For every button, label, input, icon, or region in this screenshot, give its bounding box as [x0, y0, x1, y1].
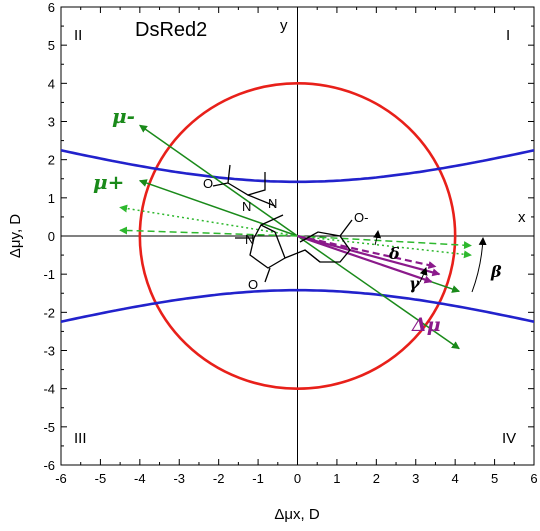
- x-tick-label: 1: [333, 471, 340, 486]
- y-tick-label: -6: [43, 458, 55, 473]
- vector-2: [138, 179, 298, 237]
- vector-3: [297, 235, 460, 350]
- y-tick-label: -4: [43, 382, 55, 397]
- x-tick-label: -1: [252, 471, 264, 486]
- x-tick-label: -6: [55, 471, 67, 486]
- chromophore-structure: [212, 164, 353, 283]
- atom-n3: N: [245, 232, 254, 247]
- x-tick-label: 2: [373, 471, 380, 486]
- x-tick-label: 6: [530, 471, 537, 486]
- vector-6: [119, 226, 298, 237]
- vector-10: [297, 234, 433, 284]
- vector-5: [119, 204, 298, 237]
- angle-arc-beta: [471, 237, 487, 293]
- quadrant-iii: III: [74, 430, 87, 447]
- vector-group: [119, 124, 472, 350]
- hyperbola-lower: [61, 288, 534, 324]
- x-tick-label: -2: [213, 471, 225, 486]
- x-tick-label: -4: [134, 471, 146, 486]
- molecule-atom-labels: O N N N O O-: [203, 176, 368, 292]
- x-tick-label: 3: [412, 471, 419, 486]
- quadrant-iv: IV: [502, 430, 516, 447]
- label-mu-plus: μ+: [93, 170, 124, 194]
- label-mu-minus: μ-: [112, 104, 135, 128]
- red-circle: [138, 82, 457, 390]
- quadrant-ii: II: [74, 27, 82, 44]
- atom-n2: N: [268, 196, 277, 211]
- hyperbola-upper: [61, 148, 534, 184]
- y-tick-label: -3: [43, 344, 55, 359]
- axis-ticks: [60, 6, 535, 466]
- y-tick-label: 1: [48, 191, 55, 206]
- atom-n1: N: [242, 199, 251, 214]
- angle-arc-gamma: [419, 267, 428, 283]
- vector-8: [297, 235, 472, 250]
- label-beta: β: [490, 262, 502, 281]
- y-tick-label: 5: [48, 38, 55, 53]
- label-delta: δ: [388, 244, 400, 263]
- axis-letter-y: y: [280, 17, 288, 34]
- y-tick-label: 3: [48, 115, 55, 130]
- vector-1: [139, 124, 298, 237]
- atom-o3: O: [248, 277, 258, 292]
- y-axis-title: Δμy, D: [7, 214, 24, 258]
- angle-arc-delta: [373, 230, 382, 246]
- x-axis-title: Δμx, D: [274, 506, 319, 523]
- x-tick-label: -3: [173, 471, 185, 486]
- tick-labels: -6-6 -5 -5 -4 -4 -3 -3 -2 -2 -1 -1 0 0 1 1 2 2 3 3 4 4 5 5 6 6: [43, 0, 537, 486]
- label-delta-mu: Δμ: [411, 314, 441, 336]
- y-tick-label: 6: [48, 0, 55, 15]
- label-gamma: γ: [409, 274, 421, 293]
- x-tick-label: 4: [452, 471, 459, 486]
- y-tick-label: -1: [43, 267, 55, 282]
- y-tick-label: 4: [48, 76, 55, 91]
- y-tick-label: 2: [48, 153, 55, 168]
- vector-11: [297, 234, 437, 269]
- x-tick-label: 5: [491, 471, 498, 486]
- axis-letter-x: x: [518, 209, 526, 226]
- y-tick-label: -5: [43, 420, 55, 435]
- chart-title: DsRed2: [135, 19, 207, 41]
- y-tick-label: -2: [43, 305, 55, 320]
- x-tick-label: -5: [95, 471, 107, 486]
- vector-9: [297, 234, 441, 277]
- y-tick-label: 0: [48, 229, 55, 244]
- atom-o1: O: [203, 176, 213, 191]
- vector-7: [297, 235, 472, 259]
- quadrant-i: I: [506, 27, 510, 44]
- atom-o4: O-: [354, 210, 368, 225]
- x-tick-label: 0: [294, 471, 301, 486]
